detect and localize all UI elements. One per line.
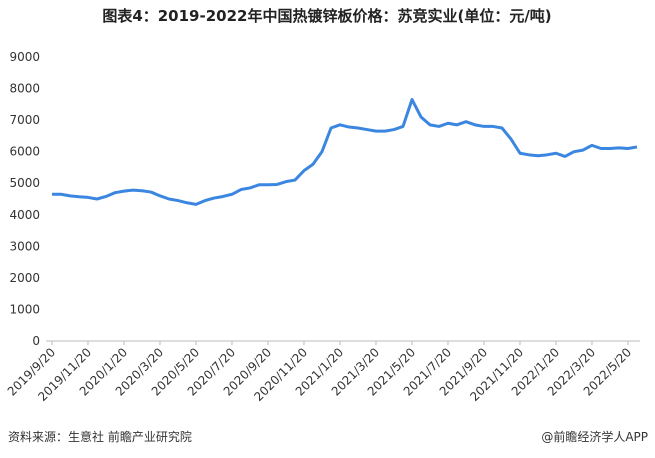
y-tick-label: 2000 [9, 271, 40, 285]
chart-title: 图表4：2019-2022年中国热镀锌板价格：苏竞实业(单位：元/吨) [102, 7, 551, 25]
y-tick-label: 7000 [9, 113, 40, 127]
y-tick-label: 3000 [9, 239, 40, 253]
price-line [52, 98, 638, 206]
y-tick-label: 4000 [9, 208, 40, 222]
brand-note: @前瞻经济学人APP [541, 429, 648, 444]
y-tick-label: 8000 [9, 82, 40, 96]
y-tick-label: 6000 [9, 145, 40, 159]
source-note: 资料来源：生意社 前瞻产业研究院 [8, 429, 192, 444]
y-tick-label: 1000 [9, 302, 40, 316]
y-tick-label: 9000 [9, 50, 40, 64]
y-tick-label: 5000 [9, 176, 40, 190]
y-tick-label: 0 [32, 334, 40, 348]
